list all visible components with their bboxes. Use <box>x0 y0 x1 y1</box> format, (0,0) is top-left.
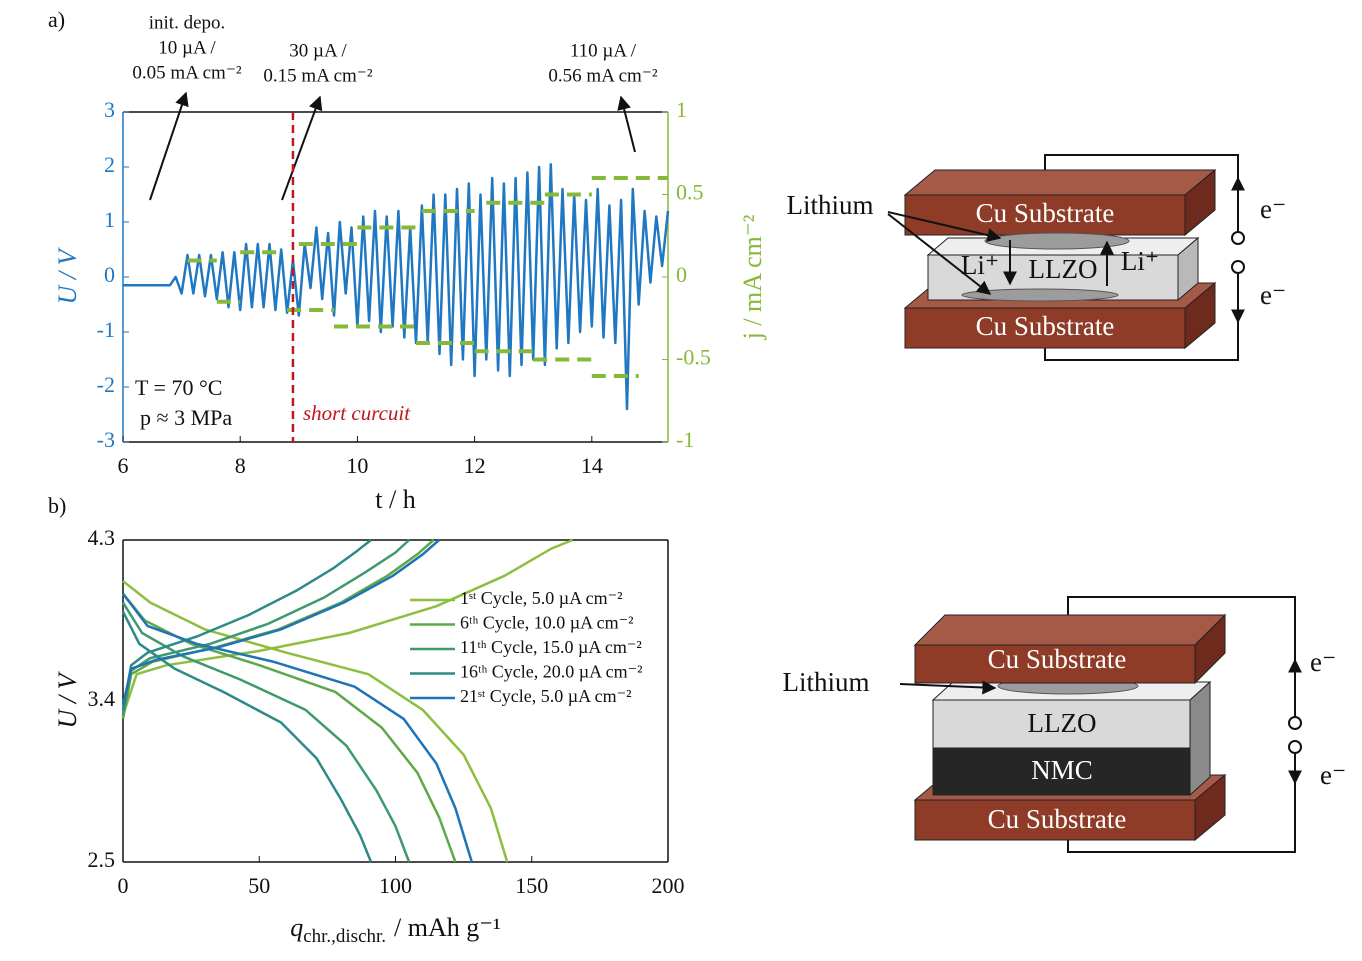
x-axis-label-unit: / mAh g⁻¹ <box>394 913 501 942</box>
diagram-top: Lithium Cu Substrate Cu Substrate LLZO L… <box>787 154 1286 361</box>
wire <box>1067 596 1296 717</box>
y-axis-label: U / V <box>53 246 82 304</box>
side-face <box>1189 680 1211 797</box>
cu-top <box>904 194 1186 236</box>
x-tick-label: 8 <box>235 453 246 478</box>
terminal <box>1231 260 1245 274</box>
legend-label: 6ᵗʰ Cycle, 10.0 µA cm⁻² <box>460 613 633 633</box>
y-tick-label: -1 <box>97 317 115 342</box>
series-line <box>121 539 473 863</box>
annotation-arrow <box>281 95 323 201</box>
cu-top-face <box>903 169 1217 196</box>
condition: p ≈ 3 MPa <box>140 405 232 430</box>
legend-label: 1ˢᵗ Cycle, 5.0 µA cm⁻² <box>460 588 623 608</box>
label: e⁻ <box>1310 647 1336 677</box>
y2-tick-label: 1 <box>676 97 687 122</box>
diagram-bottom: Lithium Cu Substrate LLZO NMC Cu Substra… <box>783 596 1346 853</box>
annotation-arrow <box>149 91 189 201</box>
chart: b) 0 50 100 150 200 2.5 3.4 4.3 U / V qchr.,dischr… <box>48 493 685 947</box>
y2-tick-label: -0.5 <box>676 345 711 370</box>
series-line <box>121 539 373 863</box>
x-tick-label: 0 <box>118 873 129 898</box>
label: e⁻ <box>1320 760 1346 790</box>
cu-top <box>914 644 1196 684</box>
legend-label: 16ᵗʰ Cycle, 20.0 µA cm⁻² <box>460 662 642 682</box>
y-axis-label: U / V <box>53 670 82 728</box>
label: Lithium <box>783 667 870 697</box>
annotation: 0.56 mA cm⁻² <box>548 65 657 86</box>
cu-top-face <box>913 614 1227 646</box>
nmc <box>932 747 1191 796</box>
annotation: 30 µA / <box>289 40 347 61</box>
x-axis-label-sub: chr.,dischr. <box>303 926 386 947</box>
x-tick-label: 200 <box>652 873 685 898</box>
y-tick-label: 4.3 <box>88 525 116 550</box>
label: Cu Substrate <box>976 311 1115 341</box>
y-tick-label: 0 <box>104 262 115 287</box>
llzo <box>932 699 1191 749</box>
terminal <box>1288 716 1302 730</box>
label: Cu Substrate <box>976 198 1115 228</box>
annotation: init. depo. <box>149 12 226 33</box>
label: Li⁺ <box>961 250 999 280</box>
cu-bottom <box>914 799 1196 841</box>
x-axis-label-symbol: q <box>290 913 303 942</box>
label: Cu Substrate <box>988 804 1127 834</box>
annotation-arrow <box>617 95 636 153</box>
y-tick-label: 1 <box>104 207 115 232</box>
legend-label: 11ᵗʰ Cycle, 15.0 µA cm⁻² <box>460 637 642 657</box>
annotation: 10 µA / <box>158 37 216 58</box>
series-line <box>123 163 670 411</box>
y2-axis-label: j / mA cm⁻² <box>738 214 767 340</box>
label: e⁻ <box>1260 280 1286 310</box>
annotation: 110 µA / <box>570 40 637 61</box>
label: e⁻ <box>1260 194 1286 224</box>
x-tick-label: 150 <box>515 873 548 898</box>
label: LLZO <box>1028 708 1097 738</box>
cu-bottom <box>904 307 1186 349</box>
legend-label: 21ˢᵗ Cycle, 5.0 µA cm⁻² <box>460 686 632 706</box>
label: NMC <box>1031 755 1093 785</box>
annotation: 0.05 mA cm⁻² <box>132 62 241 83</box>
y-tick-label: 2 <box>104 152 115 177</box>
short-circuit-label: short curcuit <box>303 401 411 425</box>
label: Li⁺ <box>1121 246 1159 276</box>
x-axis-label: qchr.,dischr. / mAh g⁻¹ <box>290 913 501 947</box>
x-tick-label: 6 <box>118 453 129 478</box>
arrow <box>887 211 1002 242</box>
x-tick-label: 50 <box>248 873 270 898</box>
x-tick-label: 10 <box>346 453 368 478</box>
lithium-disc <box>984 232 1130 250</box>
y2-tick-label: 0 <box>676 262 687 287</box>
annotation: 0.15 mA cm⁻² <box>263 65 372 86</box>
label: Cu Substrate <box>988 644 1127 674</box>
y-tick-label: -2 <box>97 372 115 397</box>
y-tick-label: 2.5 <box>88 847 116 872</box>
x-axis-label: t / h <box>375 485 415 514</box>
y-tick-label: 3 <box>104 97 115 122</box>
wire <box>1067 753 1296 853</box>
terminal <box>1288 740 1302 754</box>
y2-tick-label: -1 <box>676 427 694 452</box>
y-tick-label: 3.4 <box>88 686 116 711</box>
series-line <box>121 538 574 863</box>
series-line <box>187 176 668 378</box>
x-tick-label: 14 <box>581 453 603 478</box>
label: Lithium <box>787 190 874 220</box>
panel-label: b) <box>48 493 66 518</box>
label: LLZO <box>1029 254 1098 284</box>
y2-tick-label: 0.5 <box>676 180 704 205</box>
terminal <box>1231 231 1245 245</box>
lithium-disc <box>961 288 1119 302</box>
arrow <box>899 680 997 695</box>
arrow <box>887 213 992 295</box>
y-tick-label: -3 <box>97 427 115 452</box>
x-tick-label: 100 <box>379 873 412 898</box>
x-tick-label: 12 <box>464 453 486 478</box>
condition: T = 70 °C <box>135 375 222 400</box>
panel-label: a) <box>48 7 65 32</box>
